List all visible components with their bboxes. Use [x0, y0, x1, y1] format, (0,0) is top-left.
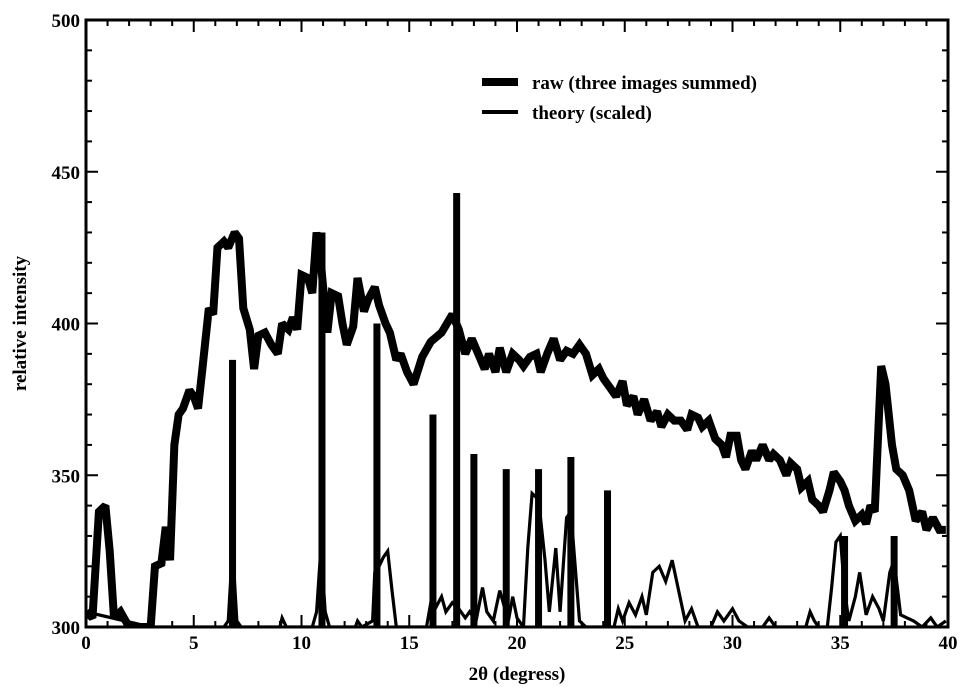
x-tick-label: 0 [81, 633, 91, 654]
x-tick-label: 25 [615, 633, 634, 654]
y-tick-label: 350 [52, 466, 81, 487]
legend-theory-label: theory (scaled) [532, 103, 652, 124]
theory-series-layer [86, 192, 947, 627]
x-axis-label: 2θ (degress) [469, 664, 566, 685]
x-tick-label: 10 [292, 633, 311, 654]
x-tick-label: 30 [723, 633, 742, 654]
tick-marks [85, 19, 949, 628]
y-tick-labels: 300 350 400 450 500 [52, 11, 81, 639]
raw-line [86, 230, 946, 627]
y-axis-label: relative intensity [10, 255, 31, 391]
y-tick-label: 450 [52, 163, 81, 184]
x-tick-label: 20 [508, 633, 527, 654]
legend-raw-label: raw (three images summed) [532, 73, 757, 94]
raw-series-layer [86, 230, 946, 627]
x-tick-label: 15 [400, 633, 419, 654]
y-tick-label: 500 [52, 11, 81, 32]
x-tick-label: 5 [189, 633, 199, 654]
theory-line [86, 490, 947, 627]
x-tick-label: 35 [831, 633, 850, 654]
legend: raw (three images summed) theory (scaled… [482, 73, 757, 124]
x-tick-label: 40 [939, 633, 958, 654]
y-tick-label: 300 [52, 618, 81, 639]
x-tick-labels: 0 5 10 15 20 25 30 35 40 [81, 633, 957, 654]
y-tick-label: 400 [52, 315, 81, 336]
